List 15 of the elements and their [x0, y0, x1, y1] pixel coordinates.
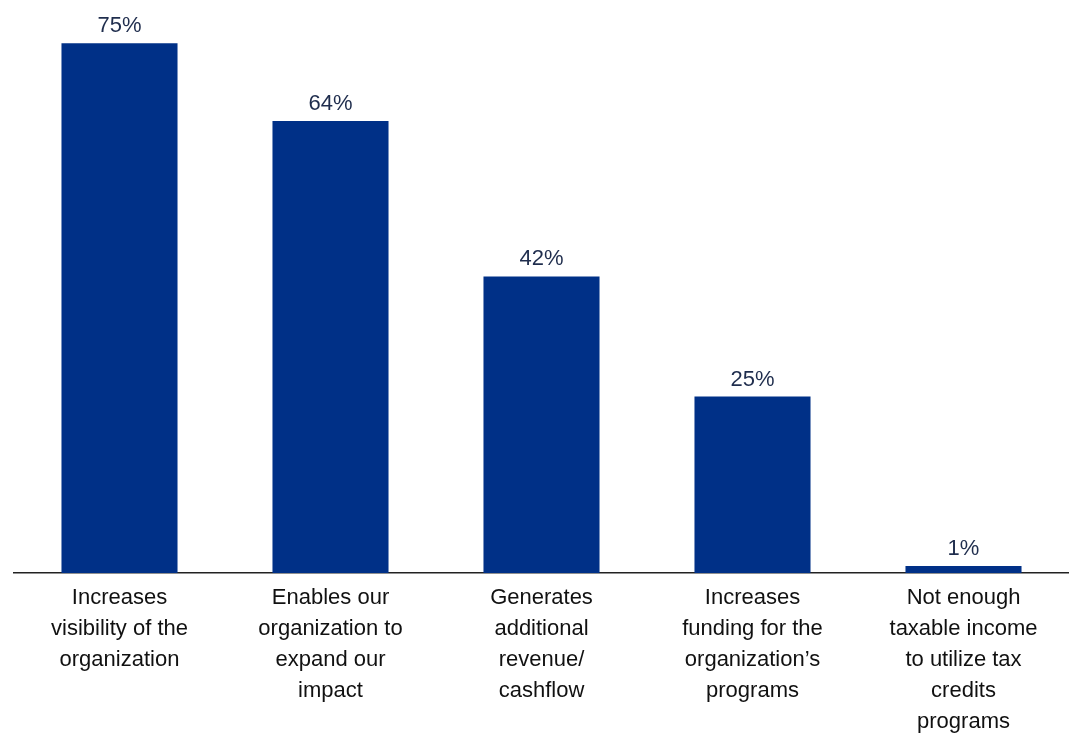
data-label: 25% [730, 365, 775, 391]
data-label: 75% [97, 12, 142, 38]
x-tick-label: Increases funding for the organization’s programs [682, 584, 823, 702]
x-tick-label: Not enough taxable income to utilize tax credits programs [889, 584, 1038, 733]
x-tick-label: Generates additional revenue/ cashflow [490, 584, 593, 702]
x-tick-label: Increases visibility of the organization [51, 584, 188, 672]
data-label: 1% [947, 535, 980, 560]
data-label: 64% [308, 90, 353, 116]
bar [272, 121, 389, 573]
bar [61, 43, 178, 573]
x-tick-label: Enables our organization to expand our impact [258, 584, 403, 702]
bar [905, 565, 1022, 573]
data-label: 42% [519, 245, 564, 271]
bar [483, 276, 600, 573]
bar [694, 396, 811, 573]
